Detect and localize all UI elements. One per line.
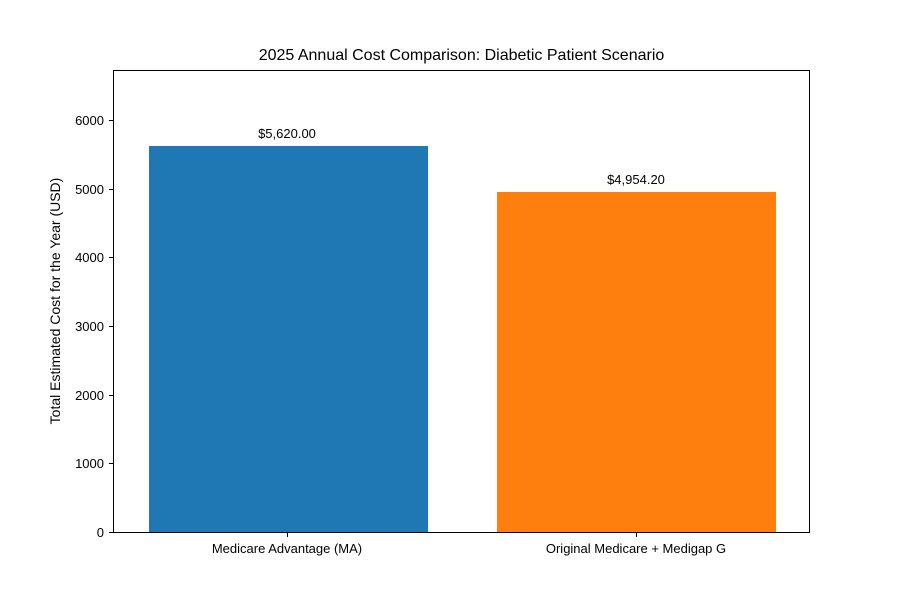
bar-value-label: $4,954.20 [607, 172, 665, 187]
y-tick-mark [109, 463, 113, 464]
x-tick-mark [287, 533, 288, 537]
y-tick-mark [109, 257, 113, 258]
bar-original-medicare-medigap-g [497, 192, 776, 532]
y-tick-label: 4000 [75, 250, 104, 265]
y-tick-label: 3000 [75, 319, 104, 334]
y-tick-label: 1000 [75, 456, 104, 471]
x-tick-label-original-medicare-medigap-g: Original Medicare + Medigap G [545, 541, 727, 556]
y-tick-mark [109, 532, 113, 533]
y-tick-mark [109, 395, 113, 396]
x-tick-label-medicare-advantage-ma: Medicare Advantage (MA) [211, 541, 363, 556]
y-tick-mark [109, 326, 113, 327]
plot-area [113, 70, 810, 533]
y-axis-label: Total Estimated Cost for the Year (USD) [47, 177, 63, 425]
bar-value-label: $5,620.00 [258, 126, 316, 141]
y-tick-label: 5000 [75, 182, 104, 197]
y-tick-label: 2000 [75, 388, 104, 403]
x-tick-mark [636, 533, 637, 537]
chart-title: 2025 Annual Cost Comparison: Diabetic Pa… [258, 47, 665, 64]
y-tick-mark [109, 189, 113, 190]
bar-medicare-advantage-ma [149, 146, 428, 532]
y-tick-label: 0 [96, 525, 104, 540]
y-tick-label: 6000 [75, 113, 104, 128]
y-tick-mark [109, 120, 113, 121]
